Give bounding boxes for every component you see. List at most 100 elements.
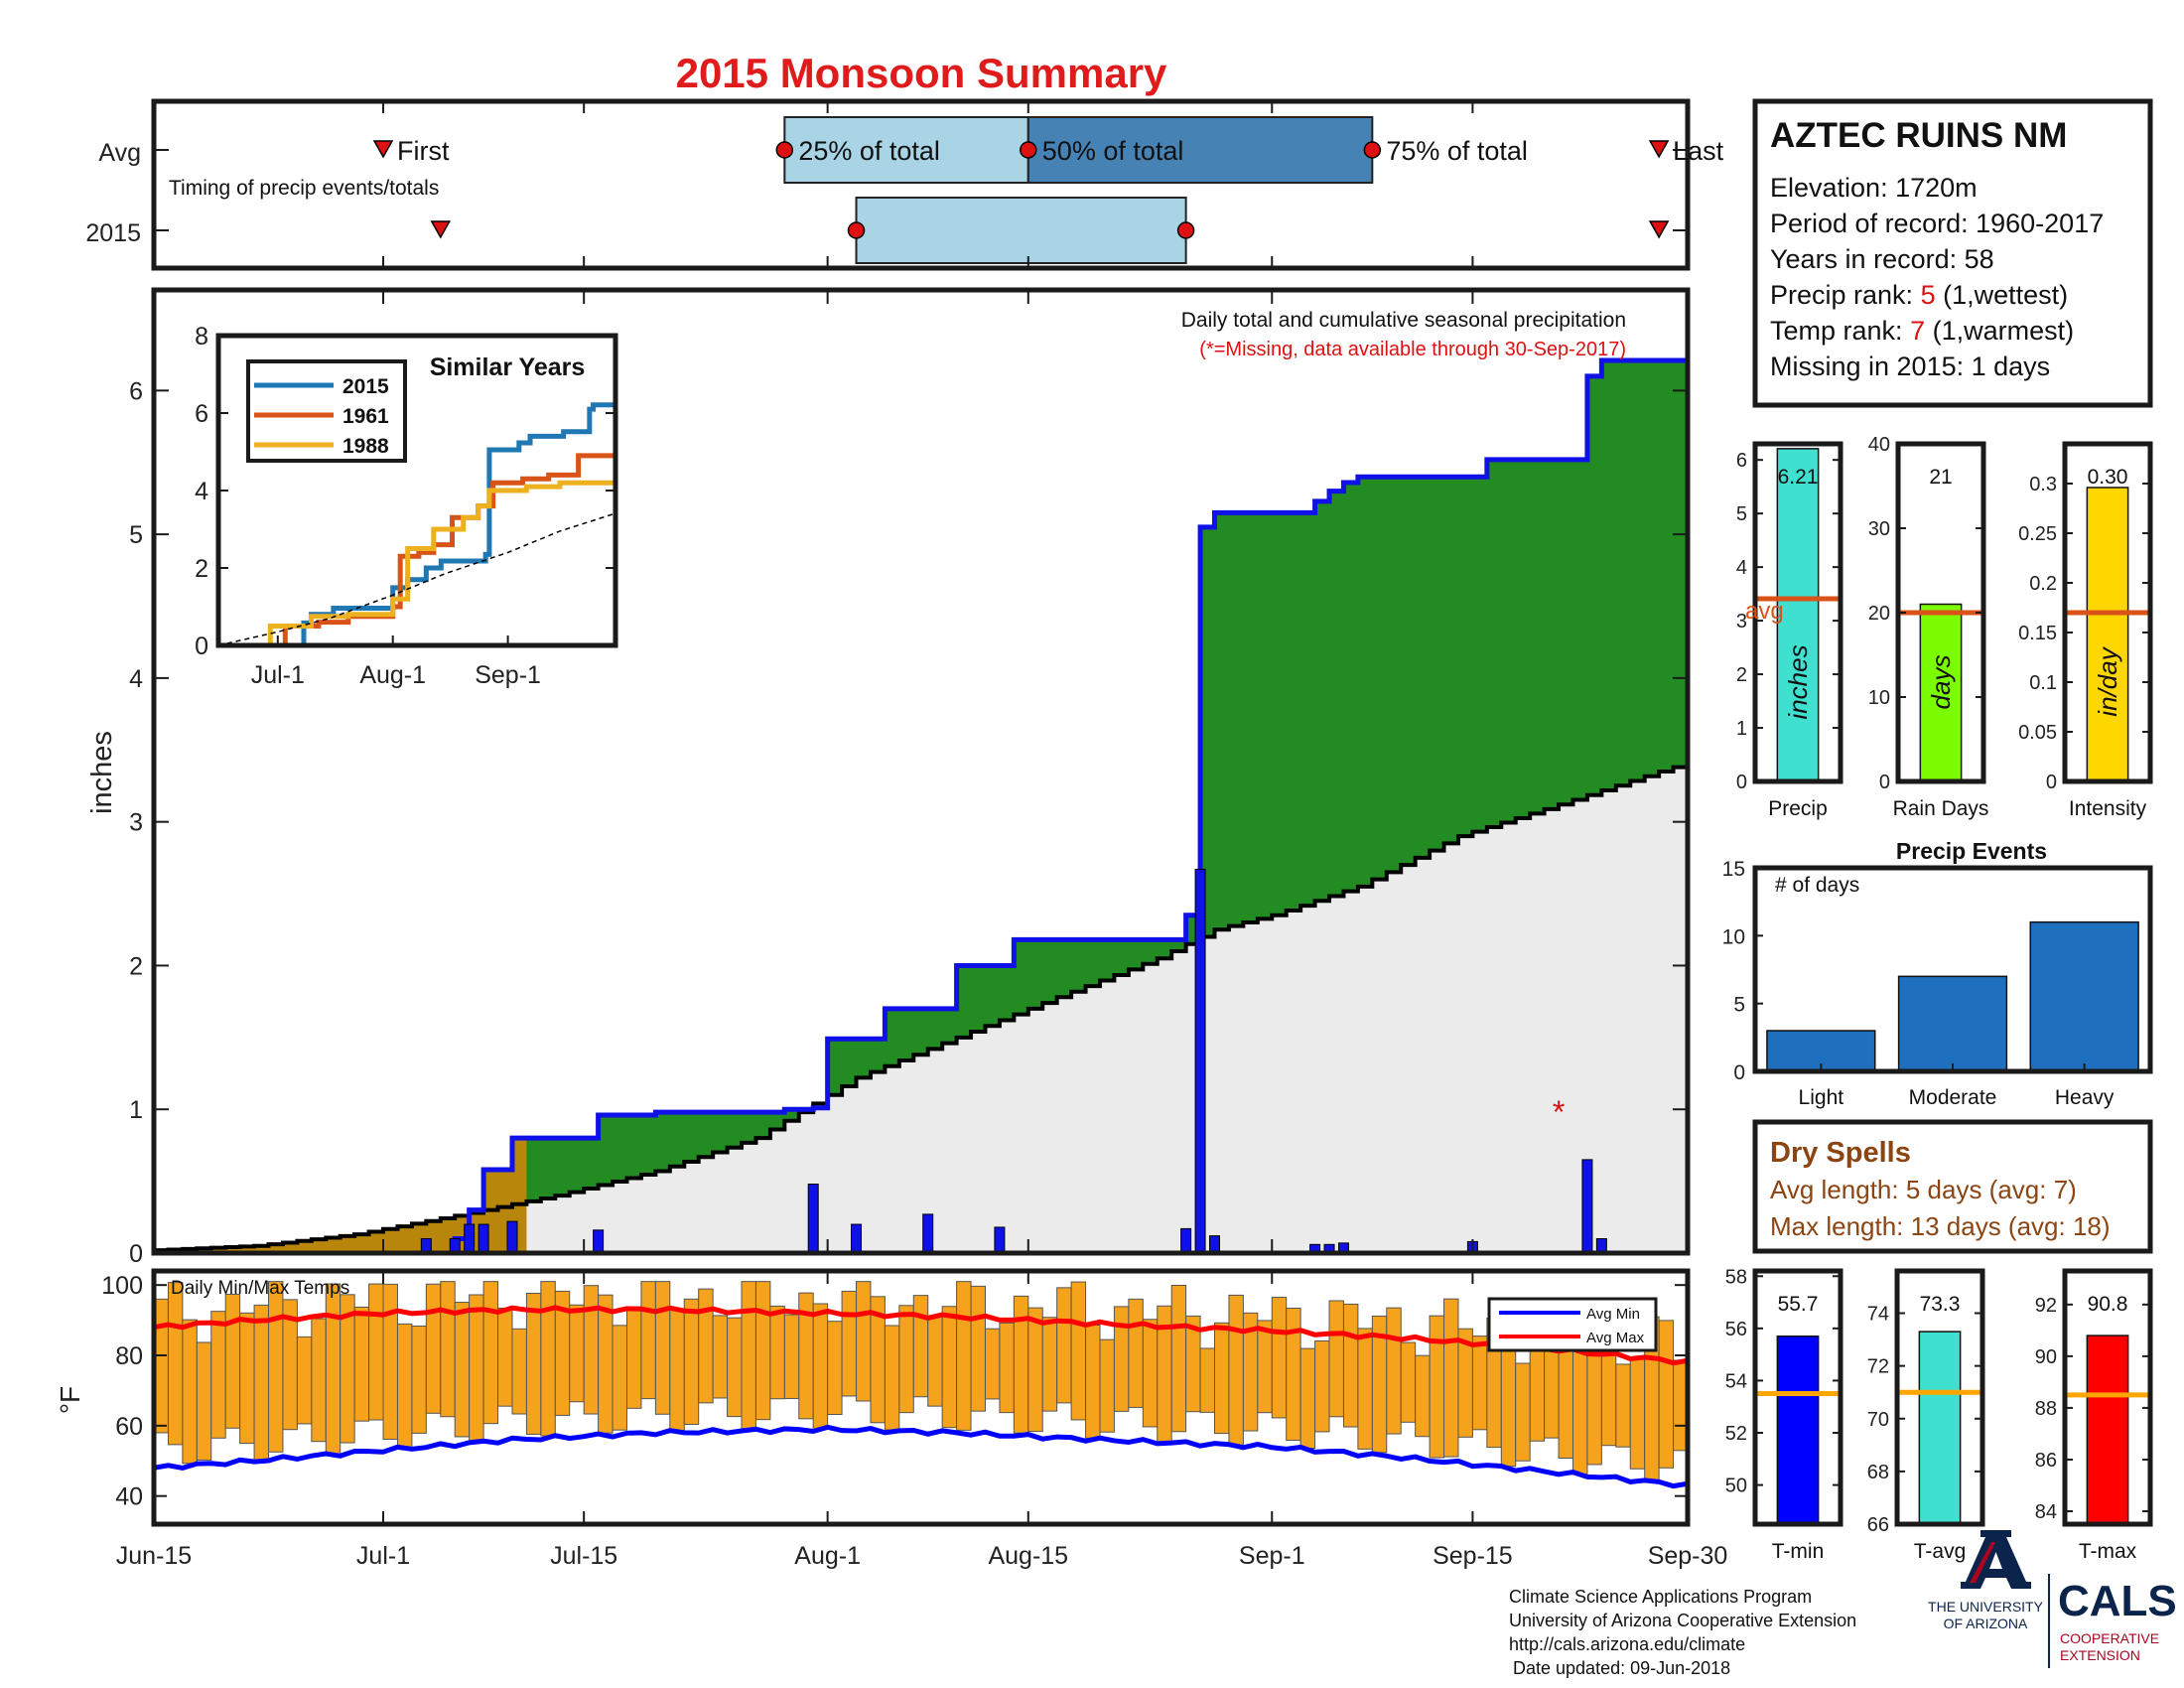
daily-temp-bar — [640, 1281, 656, 1400]
daily-temp-bar — [1228, 1294, 1244, 1446]
daily-temp-bar — [511, 1328, 527, 1415]
stat-ytick-label: 0 — [2046, 772, 2057, 793]
avg-25-50-box — [783, 116, 1029, 184]
inset-series-1961 — [218, 453, 615, 648]
stat-ytick-label: 2 — [1736, 664, 1747, 686]
precip-event-ytick-label: 15 — [1722, 858, 1745, 881]
daily-temp-bar — [497, 1307, 513, 1407]
avg-last-label: Last — [1673, 136, 1724, 166]
avg-p25-label: 25% of total — [798, 136, 940, 166]
stat-ytick-label: 56 — [1725, 1319, 1747, 1340]
timing-row-label-avg: Avg — [98, 139, 141, 167]
daily-temp-bar — [984, 1328, 1001, 1400]
season-stats-bars: 0 1 2 3 4 5 6 6.21 Precip inches avg 0 10 20 30 40 21 Rai… — [1736, 434, 2153, 820]
daily-temp-bar — [396, 1323, 413, 1450]
stat-ytick-label: 88 — [2035, 1398, 2057, 1420]
precip-event-ytick-label: 0 — [1733, 1061, 1745, 1084]
precip-event-ytick-label: 5 — [1733, 994, 1745, 1017]
daily-temp-bar — [712, 1315, 729, 1399]
stat-panel-frame — [1752, 441, 1843, 784]
avg-first-marker — [372, 140, 394, 159]
precip-ytick-label: 0 — [129, 1240, 143, 1268]
x-axis-tick-label: Sep-15 — [1433, 1542, 1513, 1570]
stat-label: T-avg — [1914, 1540, 1967, 1563]
stat-bar — [2086, 1335, 2129, 1525]
stat-ytick-label: 72 — [1867, 1356, 1889, 1378]
y2015-last-marker — [1648, 220, 1670, 239]
stat-unit: inches — [1783, 644, 1813, 719]
dry-spells-title: Dry Spells — [1770, 1137, 1911, 1169]
dry-spells-box: Dry Spells Avg length: 5 days (avg: 7) M… — [1752, 1119, 2153, 1254]
precip-events-title: Precip Events — [1896, 838, 2047, 864]
daily-temp-bar — [311, 1318, 327, 1443]
cals-logo: CALS COOPERATIVE EXTENSION — [2058, 1577, 2177, 1663]
avg-p50-marker — [1020, 141, 1037, 159]
daily-temp-bar — [1342, 1303, 1359, 1428]
stat-ytick-label: 0 — [1736, 772, 1747, 793]
stat-ytick-label: 0.3 — [2029, 474, 2057, 495]
daily-temp-bar — [1471, 1336, 1488, 1431]
footer-credits: Climate Science Applications Program Uni… — [1509, 1587, 1856, 1678]
daily-temp-bar — [1571, 1350, 1588, 1476]
daily-temp-bar — [884, 1325, 900, 1431]
precip-missing-note: (*=Missing, data available through 30-Se… — [1199, 339, 1626, 360]
x-axis-tick-label: Jul-1 — [356, 1542, 410, 1570]
daily-precip-bar — [807, 1184, 819, 1254]
avg-p50-label: 50% of total — [1042, 136, 1184, 166]
stat-bar — [1918, 1331, 1962, 1525]
daily-precip-bar — [506, 1220, 518, 1254]
daily-temp-bar — [1113, 1306, 1130, 1412]
avg-p75-marker — [1363, 141, 1382, 159]
precip-event-bar — [1897, 975, 2008, 1072]
cals-logo-sub1: COOPERATIVE — [2060, 1630, 2159, 1646]
stat-ytick-label: 3 — [1736, 611, 1747, 633]
daily-temp-bar — [754, 1281, 771, 1421]
stat-value: 21 — [1929, 466, 1952, 489]
daily-temp-bar — [1199, 1347, 1216, 1413]
stat-ytick-label: 68 — [1867, 1462, 1889, 1483]
y2015-first-marker — [430, 220, 452, 239]
daily-temp-bar — [841, 1290, 858, 1397]
daily-temp-bar — [783, 1314, 800, 1399]
daily-precip-bar — [593, 1229, 605, 1254]
stat-ytick-label: 4 — [1736, 557, 1747, 579]
daily-temp-bar — [268, 1281, 284, 1453]
daily-temp-bar — [683, 1298, 700, 1426]
avg-max-line — [153, 1305, 1689, 1366]
stat-unit: in/day — [2093, 645, 2122, 716]
stat-ytick-label: 5 — [1736, 503, 1747, 525]
stat-bar — [2086, 487, 2129, 782]
footer-line3: http://cals.arizona.edu/climate — [1509, 1634, 1745, 1654]
daily-temp-bar — [296, 1336, 313, 1425]
footer-line1: Climate Science Applications Program — [1509, 1587, 1812, 1607]
stat-ytick-label: 84 — [2035, 1501, 2057, 1523]
stat-ytick-label: 70 — [1867, 1409, 1889, 1431]
daily-temp-bar — [224, 1293, 241, 1429]
avg-p25-marker — [775, 141, 794, 159]
daily-temp-bar — [856, 1281, 872, 1402]
inset-xtick-label: Sep-1 — [475, 661, 541, 689]
daily-temp-bar — [210, 1311, 226, 1439]
daily-temp-bar — [353, 1306, 370, 1422]
daily-temp-bar — [1629, 1357, 1646, 1470]
stat-ytick-label: 90 — [2035, 1346, 2057, 1368]
stat-ytick-label: 54 — [1725, 1370, 1747, 1392]
stat-panel-t-avg: 66 68 70 72 74 73.3 T-avg — [1867, 1268, 1985, 1563]
daily-precip-bar — [1209, 1235, 1221, 1254]
avg-first-label: First — [397, 136, 450, 166]
daily-temp-bar — [669, 1308, 685, 1433]
inset-ytick-label: 8 — [195, 323, 208, 351]
stat-ytick-label: 0 — [1879, 772, 1890, 793]
daily-temp-bar — [1357, 1328, 1373, 1450]
temp-panel-label: Daily Min/Max Temps — [171, 1278, 349, 1299]
x-axis-tick-label: Sep-1 — [1239, 1542, 1305, 1570]
daily-temp-bar — [956, 1281, 972, 1431]
footer-line2: University of Arizona Cooperative Extens… — [1509, 1611, 1856, 1630]
daily-temp-bar — [1056, 1287, 1072, 1404]
inset-ytick-label: 6 — [195, 400, 208, 428]
x-axis-tick-label: Jul-15 — [550, 1542, 617, 1570]
x-axis-tick-label: Sep-30 — [1648, 1542, 1728, 1570]
daily-temp-bar — [253, 1304, 270, 1461]
y2015-p75-marker — [1176, 221, 1195, 239]
